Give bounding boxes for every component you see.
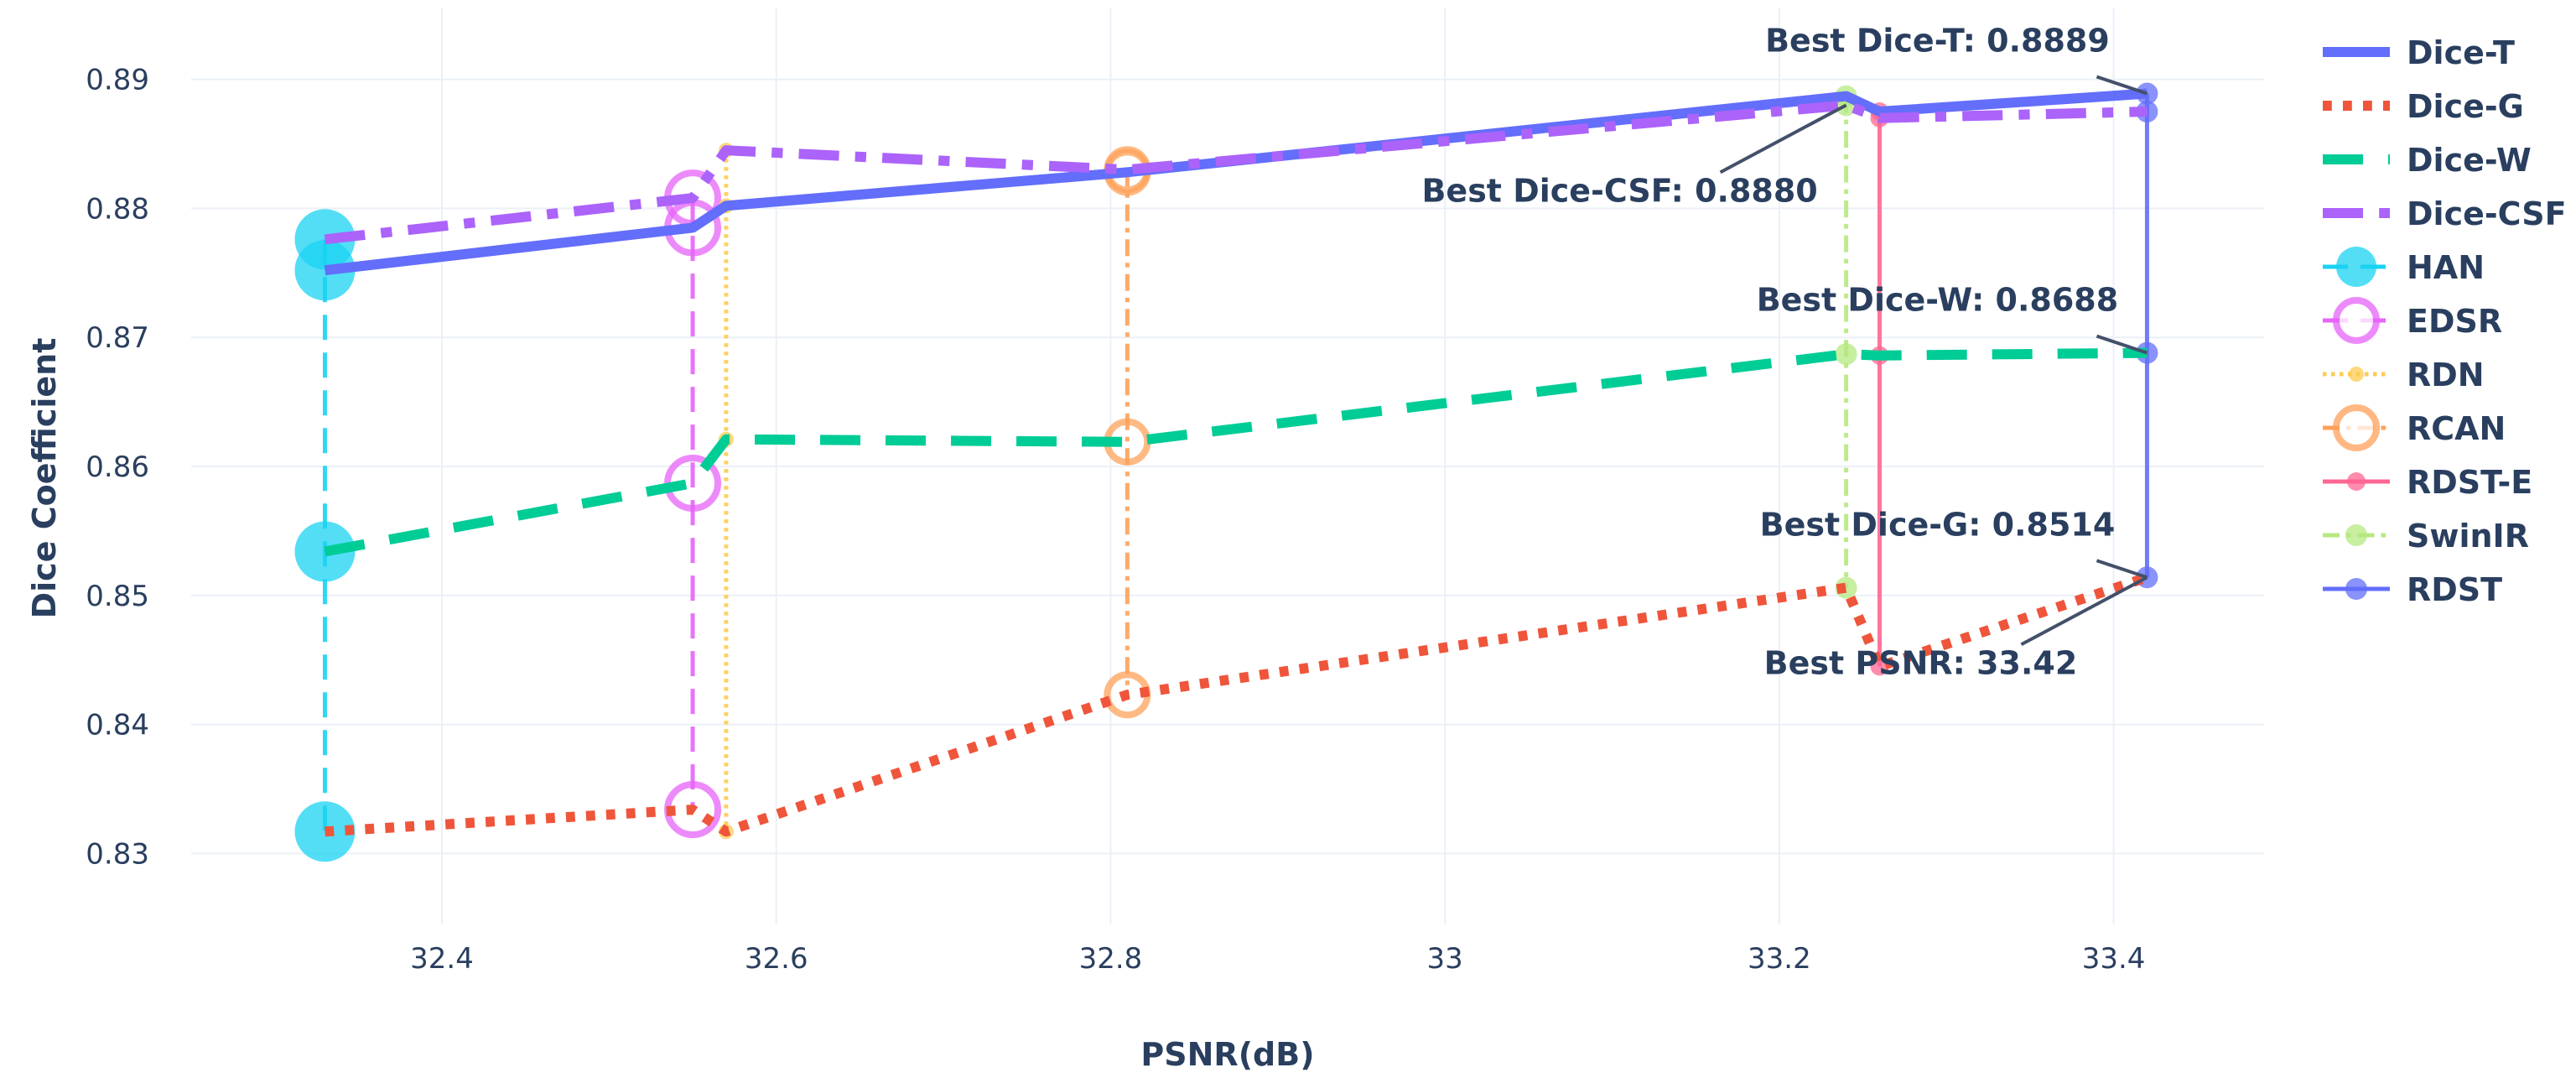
legend-marker (2349, 367, 2364, 382)
series-line (324, 347, 2148, 557)
annotation-arrow (2020, 575, 2148, 647)
legend-label: Dice-W (2407, 142, 2532, 179)
legend-item-rcan[interactable]: RCAN (2323, 404, 2506, 451)
legend-marker (2345, 524, 2367, 546)
legend-item-rdst[interactable]: RDST (2323, 571, 2502, 608)
series-rdst (2136, 82, 2158, 589)
y-tick-label: 0.84 (86, 709, 149, 742)
y-axis-title: Dice Coefficient (26, 338, 63, 619)
legend[interactable]: Dice-T Dice-G Dice-W Dice-CSF HAN EDSR RDN RCAN… (2323, 34, 2567, 608)
series-rdn (718, 143, 734, 840)
x-tick-label: 32.8 (1079, 942, 1143, 976)
x-tick-label: 33 (1427, 942, 1463, 976)
legend-label: Dice-G (2407, 88, 2524, 125)
legend-item-rdst-e[interactable]: RDST-E (2323, 464, 2532, 501)
legend-label: RCAN (2407, 410, 2506, 447)
legend-item-edsr[interactable]: EDSR (2323, 297, 2502, 344)
y-tick-label: 0.86 (86, 450, 149, 484)
legend-marker (2336, 247, 2376, 287)
x-axis-title: PSNR(dB) (1140, 1036, 1314, 1073)
annotation-label: Best Dice-W: 0.8688 (1757, 282, 2119, 319)
legend-label: Dice-CSF (2407, 195, 2567, 232)
series-han (294, 209, 356, 862)
series-rdst-e (1870, 102, 1889, 676)
legend-label: RDN (2407, 357, 2485, 393)
legend-label: SwinIR (2407, 518, 2529, 555)
data-point (1835, 343, 1857, 366)
legend-label: RDST (2407, 571, 2502, 608)
annotation-label: Best Dice-CSF: 0.8880 (1421, 172, 1817, 209)
legend-item-dice-t[interactable]: Dice-T (2323, 34, 2515, 71)
x-tick-label: 33.4 (2082, 942, 2146, 976)
annotation-arrow (2096, 334, 2148, 355)
plot-area (294, 82, 2158, 862)
legend-marker (2333, 297, 2380, 344)
annotation-label: Best Dice-T: 0.8889 (1765, 23, 2110, 60)
legend-marker (2347, 472, 2366, 491)
x-tick-label: 32.4 (410, 942, 474, 976)
x-tick-label: 32.6 (745, 942, 808, 976)
series-line (324, 88, 2148, 276)
series-dice-t (324, 88, 2148, 276)
y-tick-label: 0.87 (86, 321, 149, 355)
legend-label: RDST-E (2407, 464, 2532, 501)
y-tick-label: 0.88 (86, 192, 149, 226)
y-tick-label: 0.89 (86, 64, 149, 97)
legend-marker (2345, 578, 2367, 600)
series-dice-w (324, 347, 2148, 557)
annotations: Best Dice-T: 0.8889 Best Dice-CSF: 0.8880… (1421, 23, 2148, 681)
annotation-arrow (2096, 75, 2148, 96)
series-rcan (1104, 146, 1151, 719)
legend-item-dice-csf[interactable]: Dice-CSF (2323, 195, 2567, 232)
axes: 32.4 32.6 32.8 33 33.2 33.4 0.83 0.84 0.85 0.86 0.… (86, 64, 2145, 976)
annotation-arrow (1719, 103, 1847, 174)
legend-item-han[interactable]: HAN (2323, 247, 2485, 287)
legend-item-swinir[interactable]: SwinIR (2323, 518, 2529, 555)
series-edsr (664, 169, 722, 839)
y-tick-label: 0.85 (86, 580, 149, 613)
legend-label: HAN (2407, 249, 2485, 286)
series-dice-csf (324, 100, 2148, 245)
legend-item-dice-w[interactable]: Dice-W (2323, 142, 2532, 179)
series-line (325, 572, 2149, 837)
legend-item-dice-g[interactable]: Dice-G (2323, 88, 2524, 125)
legend-label: Dice-T (2407, 34, 2515, 71)
legend-item-rdn[interactable]: RDN (2323, 357, 2485, 393)
legend-label: EDSR (2407, 303, 2502, 340)
grid (191, 8, 2264, 924)
series-line (324, 100, 2148, 245)
annotation-label: Best PSNR: 33.42 (1764, 644, 2078, 681)
x-tick-label: 33.2 (1748, 942, 1811, 976)
legend-marker (2333, 404, 2380, 451)
series-dice-g (325, 572, 2149, 837)
y-tick-label: 0.83 (86, 837, 149, 871)
annotation-label: Best Dice-G: 0.8514 (1760, 506, 2116, 543)
annotation-arrow (2096, 559, 2148, 580)
